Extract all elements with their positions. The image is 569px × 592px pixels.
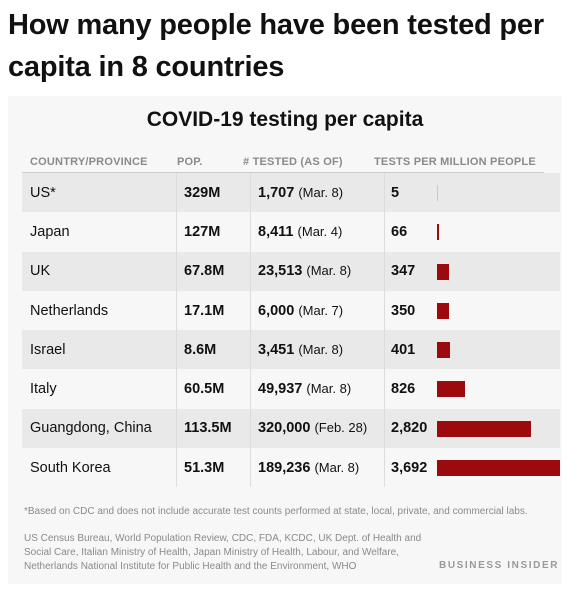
table-row: Japan 127M 8,411 (Mar. 4) 66 [22, 212, 560, 252]
rate-value: 66 [391, 223, 408, 240]
tested-count: 1,707 [258, 184, 295, 201]
rate-bar [437, 185, 438, 201]
tested-cell: 189,236 (Mar. 8) [250, 448, 385, 488]
country-cell: Netherlands [22, 290, 177, 331]
tested-date: (Mar. 8) [298, 341, 344, 357]
header-pop: POP. [177, 156, 203, 168]
publisher-logo: BUSINESS INSIDER [439, 560, 560, 571]
header-country: COUNTRY/PROVINCE [30, 156, 148, 168]
footnote: *Based on CDC and does not include accur… [24, 506, 528, 517]
rate-cell: 350 [384, 290, 560, 331]
rate-value: 826 [391, 381, 416, 398]
tested-count: 189,236 [258, 459, 311, 476]
tested-count: 8,411 [258, 223, 294, 240]
testing-table: US* 329M 1,707 (Mar. 8) 5 Japan 127M 8,411 (Ma… [22, 173, 560, 488]
country-cell: Italy [22, 369, 177, 409]
tested-cell: 1,707 (Mar. 8) [250, 173, 385, 213]
tested-date: (Feb. 28) [314, 420, 368, 436]
rate-value: 350 [391, 302, 416, 319]
population-cell: 329M [176, 173, 251, 213]
rate-cell: 2,820 [384, 408, 560, 449]
tested-cell: 3,451 (Mar. 8) [250, 330, 385, 370]
country-cell: South Korea [22, 448, 177, 488]
population-cell: 60.5M [176, 369, 251, 409]
tested-count: 6,000 [258, 302, 295, 319]
population-cell: 127M [176, 212, 251, 252]
tested-cell: 320,000 (Feb. 28) [250, 408, 385, 449]
country-cell: UK [22, 251, 177, 291]
table-row: Italy 60.5M 49,937 (Mar. 8) 826 [22, 369, 560, 409]
tested-count: 23,513 [258, 263, 303, 280]
tested-date: (Mar. 8) [306, 263, 352, 279]
header-divider [22, 172, 544, 173]
infographic-title: COVID-19 testing per capita [146, 108, 424, 131]
rate-bar [437, 263, 449, 280]
tested-count: 3,451 [258, 341, 295, 358]
tested-date: (Mar. 8) [298, 184, 344, 200]
tested-date: (Mar. 8) [306, 381, 352, 397]
rate-cell: 826 [384, 369, 560, 409]
population-cell: 17.1M [176, 290, 251, 331]
rate-value: 401 [391, 341, 416, 358]
population-cell: 51.3M [176, 448, 251, 488]
tested-cell: 23,513 (Mar. 8) [250, 251, 385, 291]
population-cell: 8.6M [176, 330, 251, 370]
tested-cell: 6,000 (Mar. 7) [250, 290, 385, 331]
tested-count: 320,000 [258, 420, 311, 437]
table-row: Netherlands 17.1M 6,000 (Mar. 7) 350 [22, 290, 560, 331]
rate-value: 2,820 [391, 420, 428, 437]
rate-cell: 3,692 [384, 448, 560, 488]
infographic-card: COVID-19 testing per capita COUNTRY/PROV… [8, 96, 562, 584]
rate-cell: 5 [384, 173, 560, 213]
country-cell: Japan [22, 212, 177, 252]
rate-bar [437, 381, 465, 398]
country-cell: US* [22, 173, 177, 213]
rate-cell: 66 [384, 212, 560, 252]
table-row: Guangdong, China 113.5M 320,000 (Feb. 28) 2… [22, 408, 560, 449]
rate-bar [437, 224, 439, 241]
header-tested: # TESTED (AS OF) [243, 156, 343, 168]
tested-date: (Mar. 7) [298, 302, 344, 318]
table-row: Israel 8.6M 3,451 (Mar. 8) 401 [22, 330, 560, 370]
population-cell: 113.5M [176, 408, 251, 449]
sources-text: US Census Bureau, World Population Revie… [24, 533, 422, 572]
header-rate: TESTS PER MILLION PEOPLE [374, 156, 536, 168]
rate-cell: 401 [384, 330, 560, 370]
tested-count: 49,937 [258, 381, 303, 398]
rate-bar [437, 420, 531, 437]
tested-date: (Mar. 8) [314, 459, 360, 475]
table-row: US* 329M 1,707 (Mar. 8) 5 [22, 173, 560, 213]
rate-bar [437, 302, 449, 319]
population-cell: 67.8M [176, 251, 251, 291]
tested-cell: 49,937 (Mar. 8) [250, 369, 385, 409]
rate-value: 3,692 [391, 459, 428, 476]
country-cell: Guangdong, China [22, 408, 177, 449]
rate-value: 5 [391, 184, 400, 201]
tested-date: (Mar. 4) [297, 223, 343, 239]
page-headline: How many people have been tested per cap… [8, 9, 544, 83]
rate-cell: 347 [384, 251, 560, 291]
tested-cell: 8,411 (Mar. 4) [250, 212, 385, 252]
rate-value: 347 [391, 263, 416, 280]
rate-bar [437, 342, 450, 359]
table-row: UK 67.8M 23,513 (Mar. 8) 347 [22, 251, 560, 291]
rate-bar [437, 460, 560, 477]
country-cell: Israel [22, 330, 177, 370]
table-row: South Korea 51.3M 189,236 (Mar. 8) 3,692 [22, 448, 560, 488]
